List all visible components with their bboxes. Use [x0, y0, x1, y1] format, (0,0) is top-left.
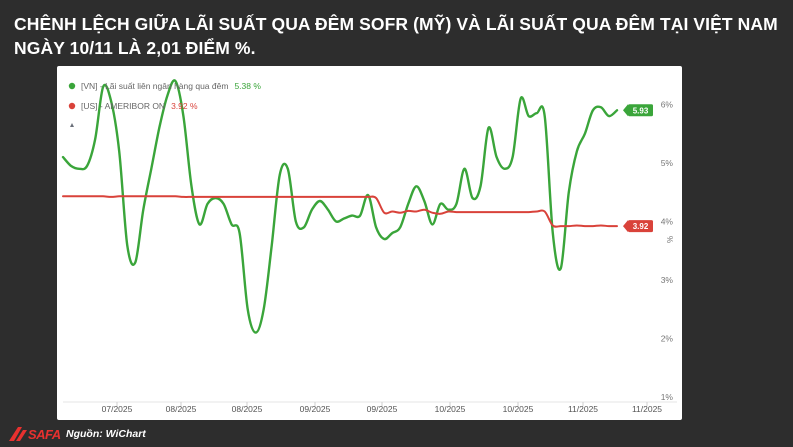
legend-marker-vn	[68, 82, 76, 90]
legend-collapse-icon	[70, 123, 74, 127]
y-tick-label: 1%	[661, 392, 674, 402]
end-badge-label: 3.92	[633, 222, 649, 231]
x-tick-label: 10/2025	[435, 404, 466, 414]
end-badge-label: 5.93	[633, 106, 649, 115]
y-axis-label: %	[665, 236, 674, 243]
chart-panel: 07/2025 08/2025 08/2025 09/2025 09/2025 10/20…	[57, 66, 682, 420]
logo-text: SAFA	[28, 426, 61, 442]
source-note: Nguồn: WiChart	[66, 428, 146, 440]
legend-label-us: [US] - AMERIBOR ON	[81, 101, 165, 111]
footer: SAFA Nguồn: WiChart	[0, 422, 793, 447]
safa-logo: SAFA	[8, 424, 61, 444]
y-tick-label: 5%	[661, 158, 674, 168]
end-badge-arrow	[623, 220, 628, 233]
legend-label-vn: [VN] - Lãi suất liên ngân hàng qua đêm	[81, 81, 228, 91]
x-tick-label: 08/2025	[166, 404, 197, 414]
y-tick-label: 4%	[661, 216, 674, 226]
logo-mark-icon	[9, 427, 27, 441]
x-tick-label: 07/2025	[102, 404, 133, 414]
y-tick-label: 6%	[661, 99, 674, 109]
x-tick-label: 09/2025	[367, 404, 398, 414]
end-badge	[628, 220, 653, 233]
x-tick-label: 08/2025	[232, 404, 263, 414]
x-tick-label: 11/2025	[632, 404, 662, 414]
chart-headline: CHÊNH LỆCH GIỮA LÃI SUẤT QUA ĐÊM SOFR (M…	[14, 12, 784, 60]
end-badge	[628, 104, 653, 117]
end-badge-arrow	[623, 104, 628, 117]
series-line-us	[62, 195, 618, 228]
y-tick-label: 2%	[661, 333, 674, 343]
x-tick-label: 10/2025	[503, 404, 534, 414]
legend-marker-us	[68, 102, 76, 110]
headline-line-2: NGÀY 10/11 LÀ 2,01 ĐIỂM %.	[14, 38, 256, 58]
y-tick-label: 3%	[661, 275, 674, 285]
legend-value-us: 3.92 %	[171, 101, 198, 111]
series-line-vn	[61, 79, 619, 334]
headline-line-1: CHÊNH LỆCH GIỮA LÃI SUẤT QUA ĐÊM SOFR (M…	[14, 14, 778, 34]
x-tick-label: 09/2025	[300, 404, 331, 414]
x-tick-label: 11/2025	[568, 404, 598, 414]
legend-value-vn: 5.38 %	[234, 81, 261, 91]
line-chart: 07/2025 08/2025 08/2025 09/2025 09/2025 10/20…	[61, 79, 677, 414]
